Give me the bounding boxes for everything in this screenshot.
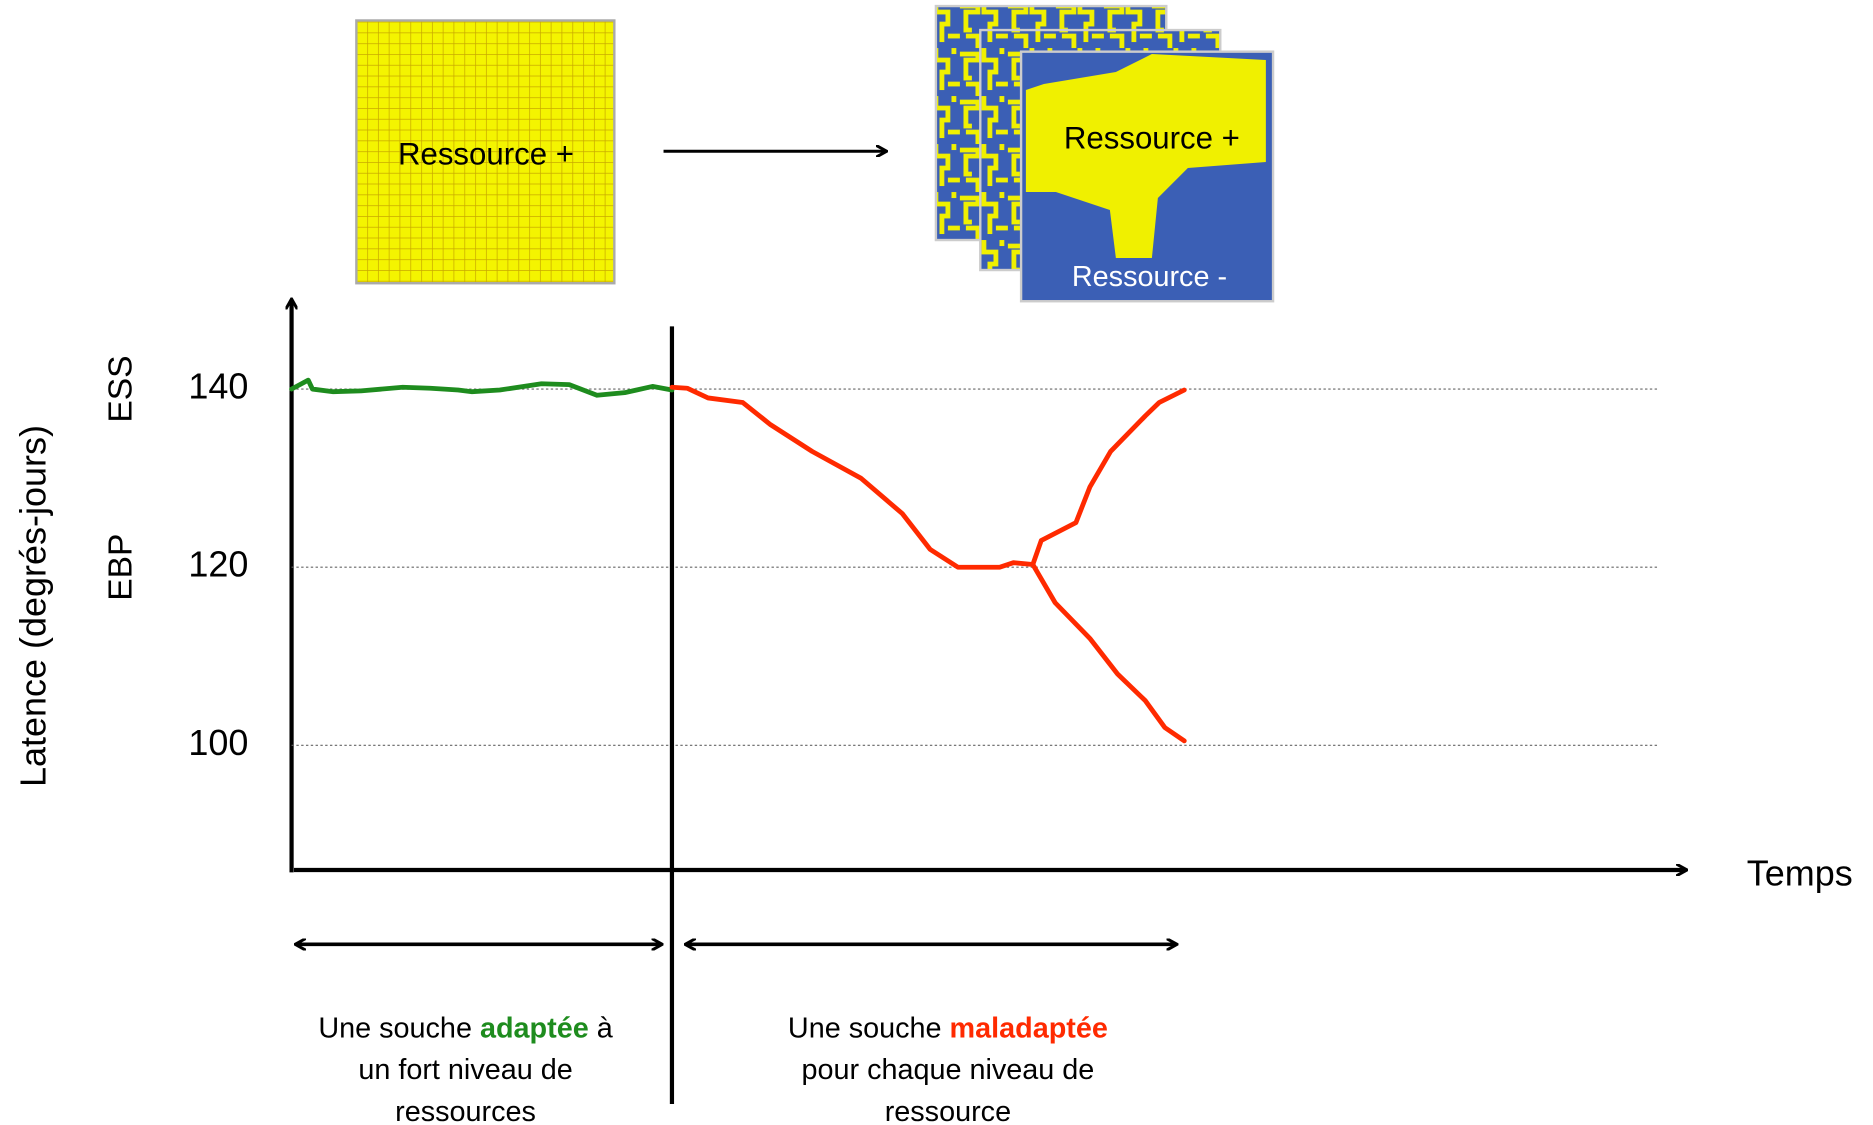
- y-axis-label: Latence (degrés-jours): [12, 425, 53, 787]
- annotation: ressources: [395, 1096, 536, 1125]
- annotation-part: adaptée: [480, 1012, 589, 1044]
- x-axis-label: Temps: [1747, 852, 1853, 893]
- image-label: Ressource -: [1072, 261, 1227, 293]
- line: [1033, 390, 1184, 564]
- annotation-part: Une souche: [788, 1012, 950, 1044]
- line: [672, 387, 1033, 567]
- y-annotation: ESS: [102, 355, 139, 422]
- y-tick-label: 120: [188, 544, 248, 585]
- annotation-part: à: [589, 1012, 613, 1044]
- illustration: Ressource + Ressource + Ressource -: [356, 6, 1273, 301]
- y-annotation: EBP: [102, 534, 139, 601]
- annotation: ressource: [885, 1096, 1011, 1125]
- chart: Ressource + Ressource + Ressource - Temp…: [0, 0, 1873, 1125]
- image-label: Ressource +: [1064, 121, 1240, 156]
- annotation: Une souche adaptée à: [318, 1012, 612, 1044]
- annotation: un fort niveau de: [358, 1054, 572, 1086]
- y-tick-label: 100: [188, 722, 248, 763]
- annotation: Une souche maladaptée: [788, 1012, 1108, 1044]
- annotation-part: Une souche: [318, 1012, 480, 1044]
- line: [292, 380, 672, 395]
- annotation: pour chaque niveau de: [801, 1054, 1094, 1086]
- y-tick-label: 140: [188, 366, 248, 407]
- image-label: Ressource +: [398, 136, 574, 171]
- line: [1033, 564, 1184, 740]
- annotation-part: maladaptée: [950, 1012, 1108, 1044]
